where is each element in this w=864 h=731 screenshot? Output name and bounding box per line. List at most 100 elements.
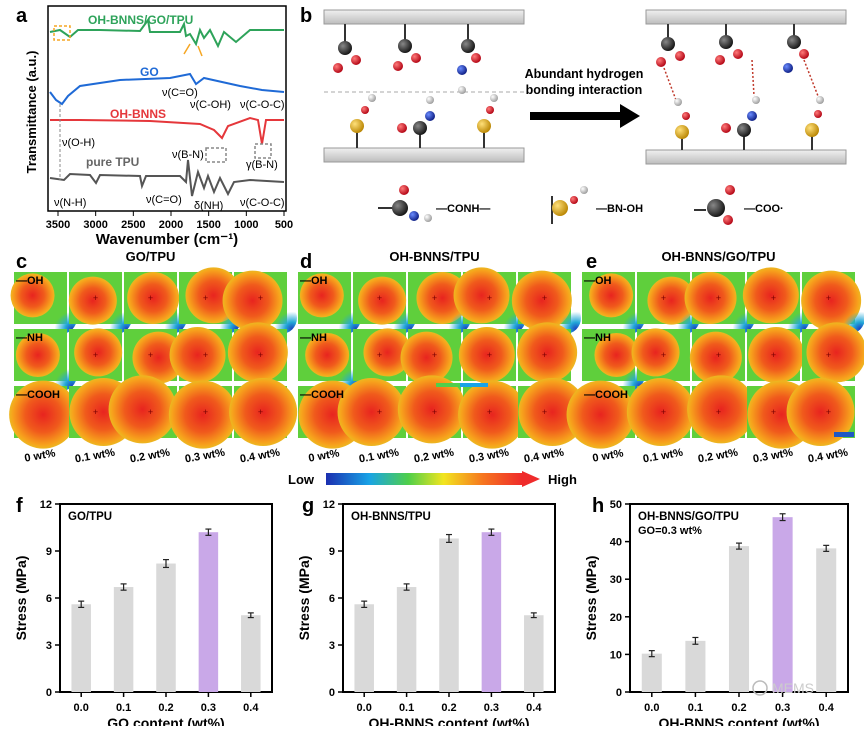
orange-arrow-2: [197, 45, 203, 57]
trace-label-pure-tpu: pure TPU: [86, 155, 139, 169]
map-tile-marker: +: [432, 350, 437, 360]
plate-bottom-left: [323, 147, 525, 163]
map-tile-marker: +: [93, 407, 98, 417]
schematic: Abundant hydrogen bonding interaction —C…: [323, 9, 847, 225]
bar-ylabel: Stress (MPa): [13, 556, 29, 641]
map-tile-hotspot: [229, 378, 298, 446]
map-tile-hotspot: [458, 327, 515, 383]
trace-label-oh-bnns: OH-BNNS: [110, 107, 166, 121]
ftir-xticks: 3500 3000 2500 2000 1500 1000 500: [46, 211, 293, 231]
map-tile-hotspot: [687, 375, 756, 444]
bar-xlabel: OH-BNNS content (wt%): [659, 715, 820, 726]
map-col-label: 0 wt%: [592, 447, 625, 464]
legend-conh: —CONH—: [436, 203, 490, 215]
map-tile-marker: +: [542, 293, 547, 303]
plate-bottom-right: [645, 149, 847, 165]
map-tile-coldspot: [265, 302, 297, 334]
map-tile-marker: +: [826, 350, 831, 360]
map-tile-marker: +: [716, 350, 721, 360]
bar-ytick-label: 20: [610, 612, 622, 624]
bar-xtick-label: 0.1: [399, 702, 414, 714]
map-tile-marker: +: [487, 407, 492, 417]
map-tile-marker: +: [148, 350, 153, 360]
bar-xtick-label: 0.4: [243, 702, 259, 714]
map-title: OH-BNNS/TPU: [389, 249, 479, 264]
ftir-frame: [47, 5, 287, 212]
map-tile-hotspot: [566, 380, 635, 449]
panel-label-d: d: [300, 251, 312, 273]
map-tile-hotspot: [132, 331, 185, 384]
highlight-box-gbn: [254, 143, 272, 159]
map-tile-hotspot: [74, 328, 123, 377]
bar-ytick-label: 0: [329, 687, 335, 699]
map-tile-hotspot: [169, 327, 226, 383]
map-tile-marker: +: [542, 407, 547, 417]
map-tile-marker: +: [771, 350, 776, 360]
map-col-label: 0.4 wt%: [239, 447, 281, 466]
molecules-left-bottom: [350, 94, 498, 148]
map-tile-marker: +: [258, 293, 263, 303]
bar-ytick-label: 6: [46, 593, 52, 605]
ann-v-co-go: ν(C=O): [162, 87, 198, 99]
map-tile-marker: +: [661, 407, 666, 417]
bar-ytick-label: 6: [329, 593, 335, 605]
arrow-text-1: Abundant hydrogen: [525, 67, 644, 81]
ann-g-bn: γ(B-N): [246, 159, 278, 171]
bar-ytick-label: 40: [610, 537, 622, 549]
trace-go: [49, 72, 285, 106]
map-tile-marker: +: [661, 350, 666, 360]
ann-v-coh: ν(C-OH): [190, 99, 231, 111]
bar-chart-title: OH-BNNS/GO/TPU: [638, 511, 739, 523]
bar-chart: 0 3 6 9 12 0.0 0.1 0.2 0.3 0.4 GO/TPU GO content (w…: [13, 499, 273, 731]
map-tile-marker: +: [716, 293, 721, 303]
ftir-tick-label: 1000: [234, 219, 258, 231]
trace-label-go: GO: [140, 65, 159, 79]
bar-xtick-label: 0.4: [526, 702, 542, 714]
orange-arrow-1: [183, 43, 191, 55]
bar: [481, 532, 502, 692]
map-tile-marker: +: [826, 293, 831, 303]
map-tile-hotspot: [108, 375, 177, 444]
map-tile-marker: +: [377, 350, 382, 360]
watermark: MEMS: [752, 680, 814, 696]
map-tile-hotspot: [453, 267, 510, 324]
map-tile-marker: +: [432, 407, 437, 417]
map-tile-marker: +: [771, 407, 776, 417]
ann-d-nh: δ(NH): [194, 200, 223, 212]
map-tile-hotspot: [363, 328, 412, 377]
map-tile-marker: +: [542, 350, 547, 360]
watermark-text: MEMS: [772, 680, 814, 696]
bar-xtick-label: 0.2: [158, 702, 173, 714]
map-row-label: —COOH: [16, 389, 60, 401]
highlight-box-bn: [205, 147, 227, 163]
bar-ytick-label: 3: [46, 640, 52, 652]
bar: [685, 640, 706, 692]
map-tile-hotspot: [689, 331, 742, 384]
map-tile-marker: +: [771, 293, 776, 303]
map-tile-hotspot: [299, 273, 344, 318]
ftir-tick-label: 500: [275, 219, 293, 231]
bar-chart-subtitle: GO=0.3 wt%: [638, 525, 702, 537]
bar-ytick-label: 50: [610, 499, 622, 511]
trace-oh-bnns: [50, 116, 284, 145]
scale-high: High: [548, 472, 577, 487]
map-tile-hotspot: [337, 378, 406, 446]
map-col-label: 0 wt%: [24, 447, 57, 464]
bar-ytick-label: 9: [329, 546, 335, 558]
map-tile-marker: +: [826, 407, 831, 417]
bar-xtick-label: 0.0: [357, 702, 372, 714]
map-row-label: —NH: [300, 332, 327, 344]
map-col-label: 0.1 wt%: [642, 447, 684, 466]
ftir-ylabel: Transmittance (a.u.): [24, 51, 39, 174]
scale-bar: [326, 473, 522, 485]
ftir-tick-label: 2500: [121, 219, 145, 231]
ftir-tick-label: 3000: [83, 219, 107, 231]
molecules-left-top: [333, 24, 481, 94]
ann-v-bn: ν(B-N): [172, 149, 204, 161]
map-tile-marker: +: [93, 293, 98, 303]
bar: [198, 532, 219, 692]
map-tile-hotspot: [227, 322, 288, 383]
map-row-label: —NH: [16, 332, 43, 344]
map-tile-hotspot: [631, 328, 680, 377]
